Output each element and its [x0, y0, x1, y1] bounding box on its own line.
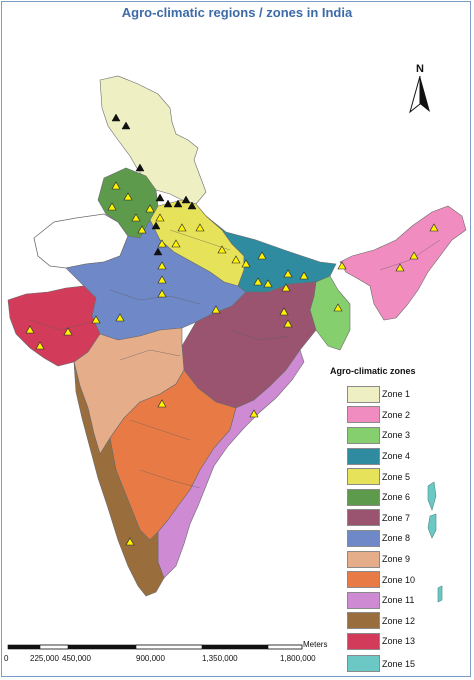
- legend-item-zone-11: Zone 11: [328, 590, 468, 611]
- scale-tick-label: 225,000: [30, 654, 59, 663]
- legend-swatch-zone-13: [347, 632, 380, 650]
- legend-items: Zone 1 Zone 2 Zone 3 Zone 4 Zone 5 Zone 6 Zone…: [328, 384, 468, 652]
- legend-label-zone-9: Zone 9: [382, 554, 411, 565]
- legend-item-zone-7: Zone 7: [328, 508, 468, 529]
- legend-item-zone-9: Zone 9: [328, 549, 468, 570]
- yellow-site-markers: [25, 181, 439, 546]
- island-zone-15b: [427, 513, 437, 539]
- legend: Agro-climatic zones Zone 1 Zone 2 Zone 3 Zo…: [328, 366, 468, 652]
- legend-label-zone-1: Zone 1: [382, 389, 411, 400]
- island-zone-15: [427, 481, 437, 511]
- scale-unit-label: Meters: [303, 640, 328, 649]
- legend-label-zone-7: Zone 7: [382, 512, 411, 523]
- legend-label-zone-5: Zone 5: [382, 471, 411, 482]
- scale-bar: [7, 644, 303, 650]
- legend-swatch-zone-1: [347, 385, 380, 403]
- legend-label-zone-4: Zone 4: [382, 451, 411, 462]
- legend-label-zone-2: Zone 2: [382, 409, 411, 420]
- legend-item-zone-13: Zone 13: [328, 631, 468, 652]
- legend-swatch-zone-12: [347, 612, 380, 630]
- north-label: N: [416, 63, 424, 75]
- legend-item-zone-12: Zone 12: [328, 611, 468, 632]
- legend-swatch-zone-5: [347, 468, 380, 486]
- legend-item-zone-10: Zone 10: [328, 569, 468, 590]
- legend-swatch-zone-4: [347, 447, 380, 465]
- zone-12-region: [73, 361, 165, 597]
- zone-1-region: [99, 75, 207, 205]
- legend-item-zone-4: Zone 4: [328, 446, 468, 467]
- legend-label-zone-12: Zone 12: [382, 615, 416, 626]
- legend-label-zone-3: Zone 3: [382, 430, 411, 441]
- scale-tick-label: 1,800,000: [280, 654, 316, 663]
- legend-label-zone-8: Zone 8: [382, 533, 411, 544]
- legend-label-zone-6: Zone 6: [382, 492, 411, 503]
- legend-item-zone-3: Zone 3: [328, 425, 468, 446]
- zone-2-region: [339, 205, 467, 321]
- legend-item-zone-5: Zone 5: [328, 466, 468, 487]
- legend-item-zone-2: Zone 2: [328, 405, 468, 426]
- district-boundaries: [29, 229, 441, 489]
- legend-swatch-zone-15: [347, 655, 380, 672]
- zone-3-region: [309, 275, 351, 351]
- legend-swatch-zone-10: [347, 571, 380, 589]
- scale-tick-label: 1,350,000: [202, 654, 238, 663]
- map-title: Agro-climatic regions / zones in India: [121, 5, 353, 20]
- legend-swatch-zone-6: [347, 488, 380, 506]
- zone-11-region: [157, 349, 305, 579]
- island-zone-15c: [437, 585, 443, 603]
- scale-tick-label: 900,000: [136, 654, 165, 663]
- legend-item-zone-6: Zone 6: [328, 487, 468, 508]
- legend-label-zone-10: Zone 10: [382, 574, 416, 585]
- black-site-markers: [111, 113, 197, 256]
- legend-swatch-zone-9: [347, 550, 380, 568]
- legend-swatch-zone-7: [347, 509, 380, 527]
- scale-tick-label: 0: [4, 654, 9, 663]
- legend-swatch-zone-11: [347, 591, 380, 609]
- legend-item-zone-15: Zone 15: [347, 655, 415, 672]
- legend-label-zone-11: Zone 11: [382, 595, 415, 606]
- legend-item-zone-1: Zone 1: [328, 384, 468, 405]
- legend-swatch-zone-3: [347, 426, 380, 444]
- legend-title: Agro-climatic zones: [330, 366, 416, 376]
- legend-label-zone-13: Zone 13: [382, 636, 416, 647]
- legend-swatch-zone-8: [347, 529, 380, 547]
- north-arrow-icon: N: [409, 63, 430, 114]
- legend-item-zone-8: Zone 8: [328, 528, 468, 549]
- legend-swatch-zone-2: [347, 406, 380, 424]
- scale-tick-label: 450,000: [62, 654, 91, 663]
- legend-label-zone-15: Zone 15: [382, 658, 416, 669]
